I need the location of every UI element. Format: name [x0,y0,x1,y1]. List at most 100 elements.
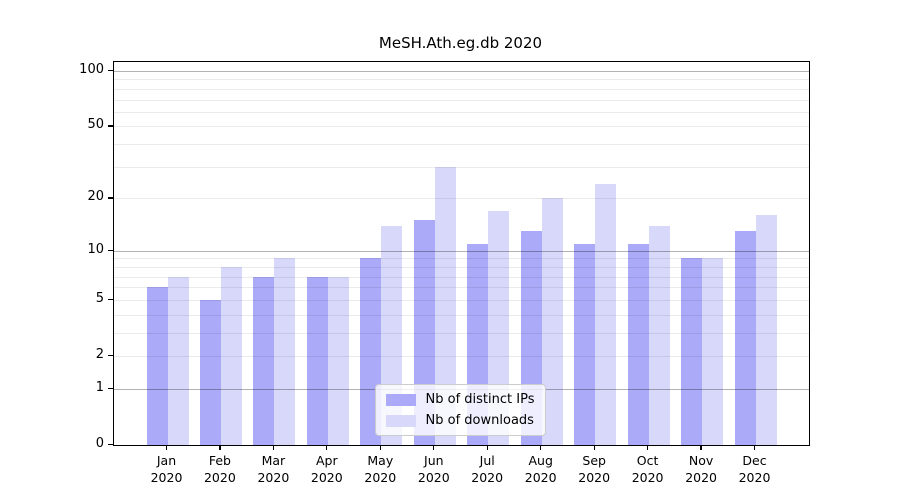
x-label-month: May [367,453,394,468]
minor-gridline-70 [114,99,809,101]
x-tick-label-mar: Mar 2020 [241,452,305,486]
y-tick-5 [108,298,113,301]
x-label-year: 2020 [631,470,664,485]
x-tick-jun [433,445,435,450]
bar-feb-distinct-ips [199,299,221,445]
minor-gridline-9 [114,258,809,260]
y-tick-label-1: 1 [95,379,104,395]
y-tick-label-5: 5 [95,290,104,306]
x-tick-jan [165,445,168,450]
x-tick-label-dec: Dec 2020 [723,452,787,486]
major-gridline-100 [114,71,809,72]
x-tick-feb [219,445,221,450]
minor-gridline-50 [114,126,809,128]
minor-gridline-4 [114,314,809,316]
x-tick-jul [486,445,488,450]
x-label-month: Jun [424,453,444,468]
bar-nov-distinct-ips [681,258,703,445]
x-label-year: 2020 [685,470,717,485]
legend-label-distinct-ips: Nb of distinct IPs [425,392,535,407]
minor-gridline-20 [114,198,809,200]
bar-feb-downloads [220,266,242,445]
y-tick-label-50: 50 [87,117,104,133]
minor-gridline-5 [114,299,809,301]
x-label-year: 2020 [578,470,611,485]
y-tick-label-2: 2 [95,347,104,362]
y-tick-20 [108,197,113,199]
x-tick-apr [326,445,328,450]
x-label-month: Jul [479,453,495,468]
x-tick-label-oct: Oct 2020 [616,452,680,486]
bar-mar-downloads [274,258,296,445]
bar-apr-downloads [327,276,349,445]
x-tick-label-apr: Apr 2020 [295,452,359,486]
legend-item-distinct-ips: Nb of distinct IPs [385,392,535,407]
x-label-year: 2020 [150,470,183,485]
legend-item-downloads: Nb of downloads [385,413,535,428]
x-tick-dec [753,445,756,450]
x-label-year: 2020 [364,470,397,485]
x-tick-label-jun: Jun 2020 [402,452,466,486]
minor-gridline-8 [114,266,809,268]
x-tick-label-nov: Nov 2020 [669,452,733,486]
x-tick-label-feb: Feb 2020 [188,452,252,486]
legend-swatch-downloads [385,414,416,427]
y-tick-100 [108,70,113,72]
minor-gridline-90 [114,79,809,81]
minor-gridline-2 [114,356,809,357]
x-label-year: 2020 [203,470,236,485]
y-tick-label-0: 0 [95,436,104,451]
x-tick-nov [700,445,702,450]
minor-gridline-60 [114,111,809,113]
y-tick-2 [108,355,113,357]
chart-title: MeSH.Ath.eg.db 2020 [378,34,543,52]
y-tick-1 [108,387,113,390]
x-tick-mar [272,445,275,450]
x-label-month: Oct [636,453,659,468]
x-label-month: Aug [528,453,553,468]
major-gridline-10 [114,250,809,252]
bar-sep-downloads [595,184,617,445]
minor-gridline-6 [114,287,809,289]
x-label-month: Nov [688,453,714,468]
bar-jan-downloads [167,276,189,445]
minor-gridline-3 [114,332,809,334]
minor-gridline-7 [114,276,809,278]
x-tick-may [379,445,381,450]
y-tick-label-100: 100 [79,62,104,77]
y-tick-50 [108,125,113,127]
x-label-year: 2020 [738,470,771,485]
x-label-month: Feb [208,453,231,468]
bar-aug-downloads [541,198,563,445]
x-label-year: 2020 [310,470,343,485]
x-tick-label-jul: Jul 2020 [455,452,519,486]
x-tick-sep [593,445,595,450]
legend: Nb of distinct IPs Nb of downloads [374,384,547,436]
y-tick-0 [108,444,113,446]
x-label-year: 2020 [471,470,504,485]
x-tick-aug [540,445,542,450]
x-tick-label-may: May 2020 [348,452,412,486]
minor-gridline-80 [114,88,809,90]
x-label-month: Sep [582,453,606,468]
x-tick-label-aug: Aug 2020 [509,452,573,486]
x-tick-label-jan: Jan 2020 [135,452,199,486]
x-label-year: 2020 [257,470,290,485]
minor-gridline-40 [114,144,809,146]
x-label-month: Apr [315,453,338,468]
bar-oct-distinct-ips [627,243,649,445]
bar-jun-downloads [434,166,456,445]
bar-nov-downloads [702,258,724,445]
legend-swatch-distinct-ips [385,393,416,406]
bar-dec-distinct-ips [734,231,756,445]
bar-mar-distinct-ips [253,276,275,445]
x-label-month: Dec [742,453,767,468]
bar-oct-downloads [648,225,670,445]
x-label-month: Jan [156,453,177,468]
bar-dec-downloads [755,215,777,445]
x-tick-oct [646,445,649,450]
x-tick-label-sep: Sep 2020 [562,452,626,486]
bar-jan-distinct-ips [146,287,168,445]
bar-apr-distinct-ips [306,276,328,445]
